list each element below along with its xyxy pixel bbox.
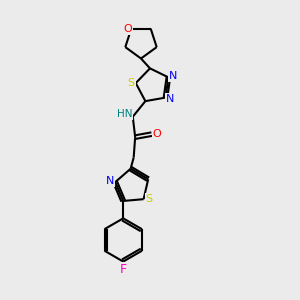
Text: HN: HN: [117, 109, 132, 119]
Text: O: O: [123, 24, 132, 34]
Text: S: S: [128, 78, 135, 88]
Text: N: N: [166, 94, 174, 104]
Text: F: F: [120, 262, 127, 276]
Text: N: N: [169, 71, 177, 81]
Text: S: S: [146, 194, 153, 204]
Text: N: N: [106, 176, 115, 186]
Text: O: O: [153, 129, 161, 139]
